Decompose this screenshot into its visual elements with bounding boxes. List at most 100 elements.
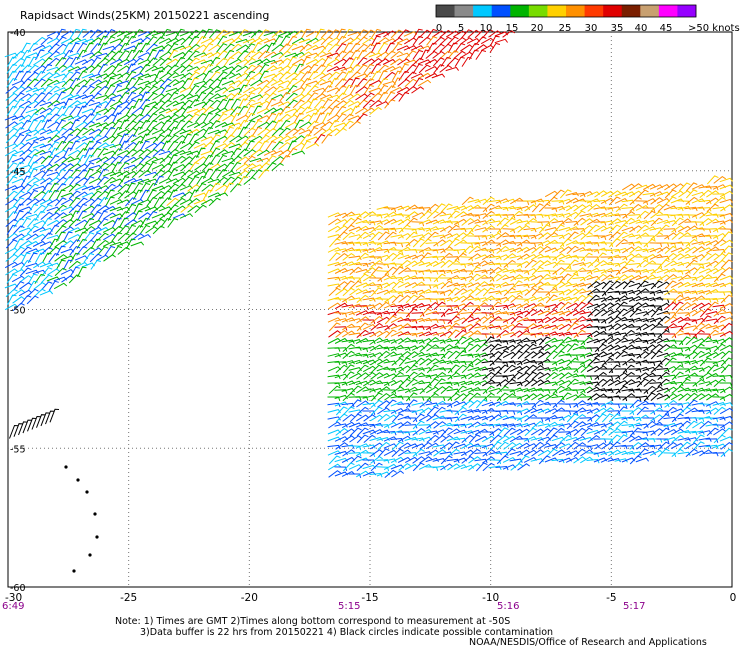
wind-barb — [54, 240, 67, 248]
wind-barb — [481, 407, 496, 414]
wind-barb — [327, 261, 341, 267]
wind-barb — [152, 113, 165, 122]
wind-barb — [271, 72, 285, 80]
wind-barb — [60, 198, 75, 206]
wind-barb — [461, 337, 475, 345]
wind-barb — [439, 330, 454, 337]
wind-barb — [376, 58, 390, 66]
wind-barb — [565, 318, 579, 323]
wind-barb — [125, 91, 137, 102]
wind-barb — [300, 140, 311, 151]
wind-barb — [384, 99, 396, 109]
wind-barb — [615, 224, 628, 234]
wind-barb — [594, 371, 607, 380]
wind-barb — [391, 280, 404, 290]
wind-barb — [425, 255, 439, 261]
wind-barb — [398, 259, 411, 268]
wind-barb — [348, 277, 362, 282]
wind-barb — [551, 234, 565, 240]
wind-barb — [572, 354, 586, 359]
wind-barb — [194, 29, 207, 39]
wind-barb — [200, 177, 215, 185]
wind-barb — [657, 203, 670, 213]
wind-barb — [97, 127, 109, 137]
wind-barb — [90, 141, 102, 151]
wind-barb — [580, 449, 594, 457]
wind-barb — [635, 457, 649, 463]
wind-barb — [160, 140, 171, 152]
wind-barb — [27, 280, 38, 291]
wind-barb — [327, 402, 341, 408]
wind-barb — [586, 421, 601, 428]
wind-barb — [201, 78, 214, 88]
wind-barb — [102, 219, 117, 226]
wind-barb — [432, 255, 446, 261]
wind-barb — [432, 400, 447, 408]
wind-barb — [370, 266, 383, 276]
wind-barb — [699, 420, 712, 429]
wind-barb — [329, 238, 341, 248]
wind-barb — [159, 64, 172, 73]
wind-barb — [636, 302, 650, 310]
wind-barb — [411, 312, 425, 317]
wind-barb — [411, 57, 424, 67]
wind-barb — [335, 413, 348, 423]
wind-barb — [601, 309, 615, 317]
legend-label: 35 — [611, 23, 624, 34]
wind-barb — [579, 190, 594, 197]
wind-barb — [139, 189, 150, 201]
wind-barb — [397, 388, 411, 393]
wind-barb — [257, 58, 271, 66]
wind-barb — [440, 308, 453, 318]
wind-barb — [579, 396, 593, 401]
wind-barb — [116, 58, 131, 66]
wind-barb — [454, 350, 467, 360]
wind-barb — [635, 366, 650, 372]
wind-barb — [460, 270, 474, 275]
wind-barb — [131, 135, 145, 143]
wind-barb — [286, 148, 298, 158]
wind-barb — [146, 182, 158, 193]
wind-barb — [208, 36, 221, 45]
wind-barb — [622, 309, 636, 317]
wind-barb — [214, 143, 229, 149]
wind-barb — [139, 140, 150, 152]
wind-barb — [215, 71, 228, 81]
wind-barb — [566, 288, 580, 296]
wind-barb — [265, 98, 276, 109]
wind-barb — [355, 107, 369, 115]
wind-barb — [615, 385, 628, 395]
wind-barb — [418, 36, 431, 45]
wind-barb — [391, 470, 405, 478]
wind-barb — [69, 106, 81, 116]
wind-barb — [152, 121, 165, 129]
wind-barb — [538, 316, 552, 324]
wind-barb — [698, 247, 713, 253]
wind-barb — [20, 70, 32, 81]
wind-barb — [468, 308, 481, 318]
wind-barb — [545, 232, 558, 240]
wind-barb — [419, 358, 433, 366]
wind-barb — [33, 281, 46, 290]
wind-barb — [398, 267, 411, 275]
wind-barb — [419, 407, 433, 415]
wind-barb — [719, 190, 734, 198]
wind-barb — [516, 234, 530, 240]
wind-barb — [89, 170, 103, 178]
wind-barb — [356, 406, 369, 415]
wind-barb — [271, 155, 284, 164]
wind-barb — [61, 65, 74, 73]
wind-barb — [586, 375, 600, 380]
wind-barb — [684, 297, 698, 302]
wind-barb — [481, 435, 496, 443]
wind-barb — [432, 234, 446, 239]
wind-barb — [180, 204, 193, 213]
wind-barb — [488, 459, 502, 465]
wind-barb — [335, 35, 347, 46]
legend-swatch — [547, 5, 567, 17]
wind-barb — [524, 259, 537, 269]
wind-barb — [343, 364, 355, 374]
wind-barb — [26, 225, 39, 235]
wind-barb — [69, 246, 81, 256]
wind-barb — [677, 416, 691, 422]
